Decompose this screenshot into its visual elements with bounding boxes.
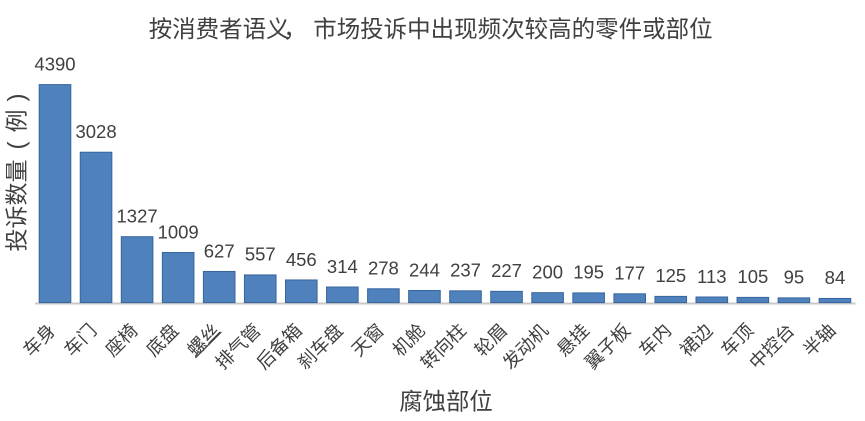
svg-text:1327: 1327 [117,206,158,227]
svg-text:底盘: 底盘 [142,320,183,361]
svg-text:腐蚀部位: 腐蚀部位 [399,389,493,415]
svg-text:翼子板: 翼子板 [581,320,635,374]
svg-text:105: 105 [737,266,768,287]
svg-text:95: 95 [784,267,805,288]
svg-text:半轴: 半轴 [799,320,840,361]
svg-text:200: 200 [532,261,563,282]
svg-text:3028: 3028 [75,121,116,142]
svg-text:627: 627 [204,240,235,261]
svg-text:转向柱: 转向柱 [416,320,470,374]
svg-text:投诉数量(例): 投诉数量(例) [4,94,31,252]
svg-text:1009: 1009 [158,221,199,242]
svg-text:456: 456 [286,249,317,270]
svg-text:278: 278 [368,258,399,279]
svg-text:227: 227 [491,260,522,281]
svg-text:裙边: 裙边 [676,320,717,361]
svg-text:557: 557 [245,244,276,265]
svg-text:177: 177 [614,263,645,284]
svg-text:车身: 车身 [19,320,60,361]
svg-text:195: 195 [573,262,604,283]
svg-text:244: 244 [409,259,440,280]
svg-text:天窗: 天窗 [347,320,388,361]
svg-text:84: 84 [825,267,846,288]
svg-text:车门: 车门 [60,320,101,361]
svg-text:按消费者语义，市场投诉中出现频次较高的零件或部位: 按消费者语义， 市场投诉中出现频次较高的零件或部位 [149,16,713,42]
svg-text:排气管: 排气管 [211,320,265,374]
svg-text:刹车盘: 刹车盘 [293,320,347,374]
svg-text:125: 125 [655,265,686,286]
svg-text:中控台: 中控台 [745,320,799,374]
svg-text:237: 237 [450,260,481,281]
svg-text:314: 314 [327,256,358,277]
svg-text:车内: 车内 [635,320,676,361]
svg-text:发动机: 发动机 [498,320,552,374]
svg-text:4390: 4390 [34,53,75,74]
svg-text:113: 113 [697,266,727,287]
svg-text:后备箱: 后备箱 [252,320,306,374]
svg-text:座椅: 座椅 [101,320,142,361]
